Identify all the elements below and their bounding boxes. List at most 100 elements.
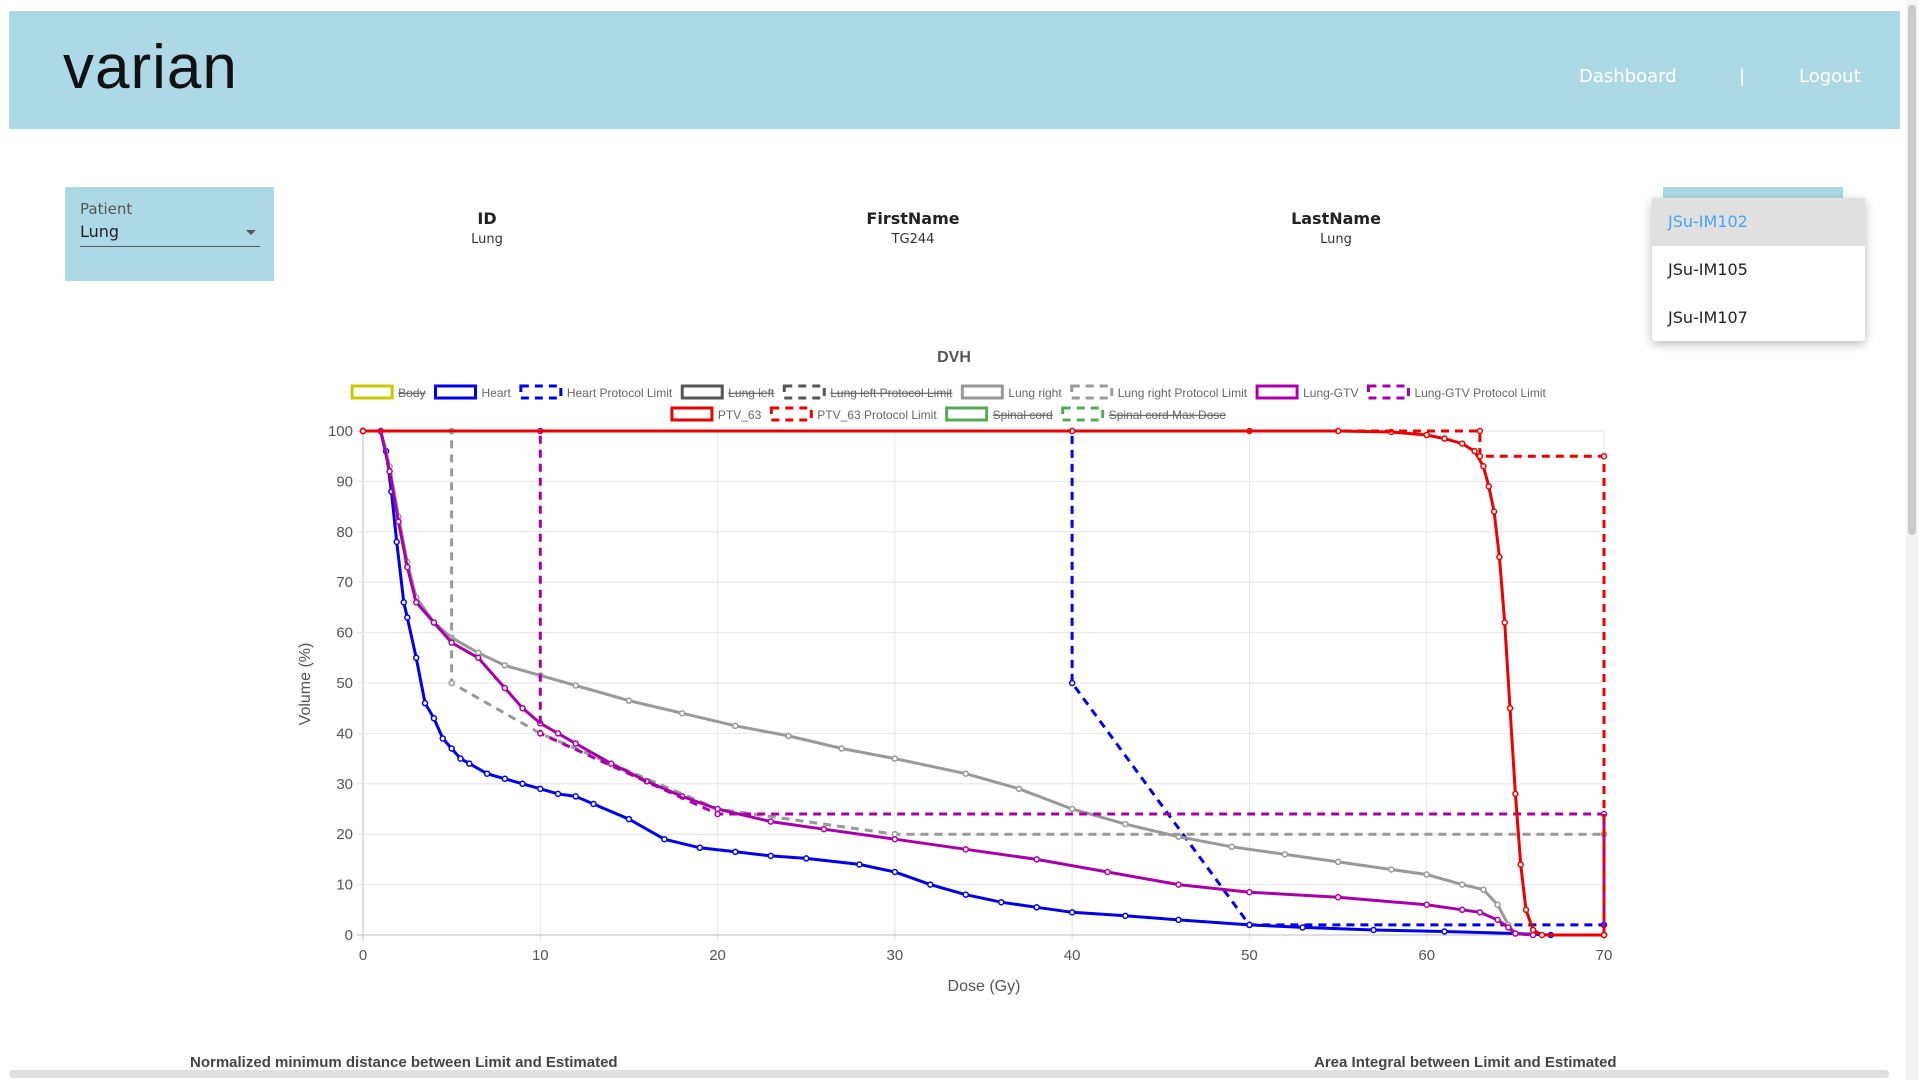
chart-ticks: 0 10 20 30 40 50 60 70 0 10 20 30 40 50 60 70 80 90 100 [328,423,1612,964]
data-point-lung-right-protocol-limit [891,830,899,838]
data-point-heart [856,861,863,868]
data-point-lung-gtv [412,599,420,606]
horizontal-scrollbar[interactable] [9,1070,1889,1078]
vertical-scrollbar[interactable] [1906,0,1918,1080]
data-point-heart [466,760,473,767]
legend-label: Heart [482,386,512,400]
y-tick-label: 70 [336,574,353,591]
data-point-lung-gtv [554,730,562,737]
legend-label: Lung right Protocol Limit [1118,386,1248,400]
series-line-lung-right [363,429,1534,937]
data-point-lung-gtv [962,846,970,853]
plan-option-jsu-im105[interactable]: JSu-IM105 [1668,260,1748,279]
x-tick-label: 40 [1064,947,1081,964]
data-point-heart [501,775,509,783]
data-point-lung-right [1015,785,1023,793]
y-axis-label: Volume (%) [297,643,314,726]
data-point-lung-right [891,755,899,762]
data-point-lung-gtv [1505,924,1512,931]
data-point-lung-gtv [1104,868,1111,876]
data-point-heart [1370,926,1377,934]
data-point-heart [590,800,597,808]
data-point-heart [393,538,400,546]
legend-swatch [1070,384,1114,400]
data-point-lung-right [1388,866,1395,873]
data-point-lung-gtv [607,760,615,767]
data-point-lung-gtv [1423,901,1430,909]
data-point-lung-gtv [1246,888,1253,896]
data-point-heart [997,898,1005,906]
data-point-heart [802,855,810,862]
y-tick-label: 20 [336,826,353,843]
data-point-heart [1175,916,1182,924]
data-point-heart [519,780,526,788]
legend-item-lung-gtv-protocol-limit[interactable]: Lung-GTV Protocol Limit [1366,384,1547,400]
patient-label: Patient [80,200,133,218]
patient-dropdown[interactable]: Lung [80,220,260,247]
legend-item-lung-left[interactable]: Lung left [680,384,775,400]
data-point-heart [1068,909,1076,916]
series-line-heart [363,429,1551,937]
data-point-lung-right-protocol-limit [448,679,455,687]
data-point-heart [1033,904,1040,911]
right-caption: Area Integral between Limit and Estimate… [1314,1054,1617,1071]
logout-link[interactable]: Logout [1799,66,1861,87]
legend-swatch [960,384,1004,400]
legend-item-spinal-cord[interactable]: Spinal cord [945,406,1053,422]
nav-separator: | [1739,66,1746,87]
legend-item-lung-right[interactable]: Lung right [960,384,1062,400]
info-lastname-value: Lung [1320,232,1352,247]
plan-option-jsu-im102[interactable]: JSu-IM102 [1652,198,1865,246]
data-point-ptv-63 [1490,508,1498,515]
legend-item-ptv-63[interactable]: PTV_63 [670,406,762,422]
legend-item-lung-gtv[interactable]: Lung-GTV [1255,384,1358,400]
y-tick-label: 30 [336,776,353,793]
legend-item-heart-protocol-limit[interactable]: Heart Protocol Limit [519,384,673,400]
data-point-heart [537,785,544,793]
info-lastname-heading: LastName [1291,209,1381,228]
data-point-lung-gtv-protocol-limit [537,730,544,737]
legend-item-heart[interactable]: Heart [434,384,512,400]
legend-item-lung-left-protocol-limit[interactable]: Lung left Protocol Limit [782,384,953,400]
patient-dropdown-value: Lung [80,222,120,241]
data-point-ptv-63-protocol-limit [359,427,367,435]
data-point-heart [1122,912,1129,920]
legend-item-ptv-63-protocol-limit[interactable]: PTV_63 Protocol Limit [769,406,937,422]
legend-item-spinal-cord-max-dose[interactable]: Spinal cord Max Dose [1061,406,1227,422]
data-point-lung-gtv [891,835,899,843]
legend-item-body[interactable]: Body [350,384,426,400]
data-point-heart [927,881,934,888]
legend-label: Spinal cord [993,408,1053,422]
data-point-lung-gtv [519,704,526,712]
data-point-lung-gtv [1175,881,1182,888]
chevron-down-icon [246,230,256,235]
data-point-lung-right [1423,871,1430,878]
y-tick-label: 40 [336,725,353,742]
plan-option-jsu-im107[interactable]: JSu-IM107 [1668,308,1748,327]
data-point-heart [661,835,668,843]
data-point-heart [554,790,562,798]
legend-item-lung-right-protocol-limit[interactable]: Lung right Protocol Limit [1070,384,1248,400]
data-point-heart [421,699,429,707]
plan-selector[interactable] [1663,187,1843,201]
x-tick-label: 0 [359,947,367,964]
data-point-ptv-63-protocol-limit [1476,427,1484,435]
legend-label: Lung-GTV Protocol Limit [1414,386,1546,400]
series-line-ptv-63-protocol-limit [363,429,1606,935]
data-point-lung-gtv [474,654,482,662]
scrollbar-thumb[interactable] [1908,5,1916,535]
chart-grid [357,430,1605,941]
data-point-lung-right [625,697,633,704]
data-point-ptv-63 [1512,790,1519,798]
dashboard-link[interactable]: Dashboard [1579,66,1677,87]
data-point-heart [572,793,579,800]
legend-swatch [782,384,826,400]
legend-label: PTV_63 [718,408,762,422]
data-point-ptv-63 [1480,463,1487,470]
x-axis-label: Dose (Gy) [948,978,1021,995]
info-firstname-value: TG244 [891,232,935,247]
series-line-lung-gtv [363,429,1534,937]
data-point-ptv-63 [1517,861,1524,868]
legend-label: Lung right [1008,386,1062,400]
